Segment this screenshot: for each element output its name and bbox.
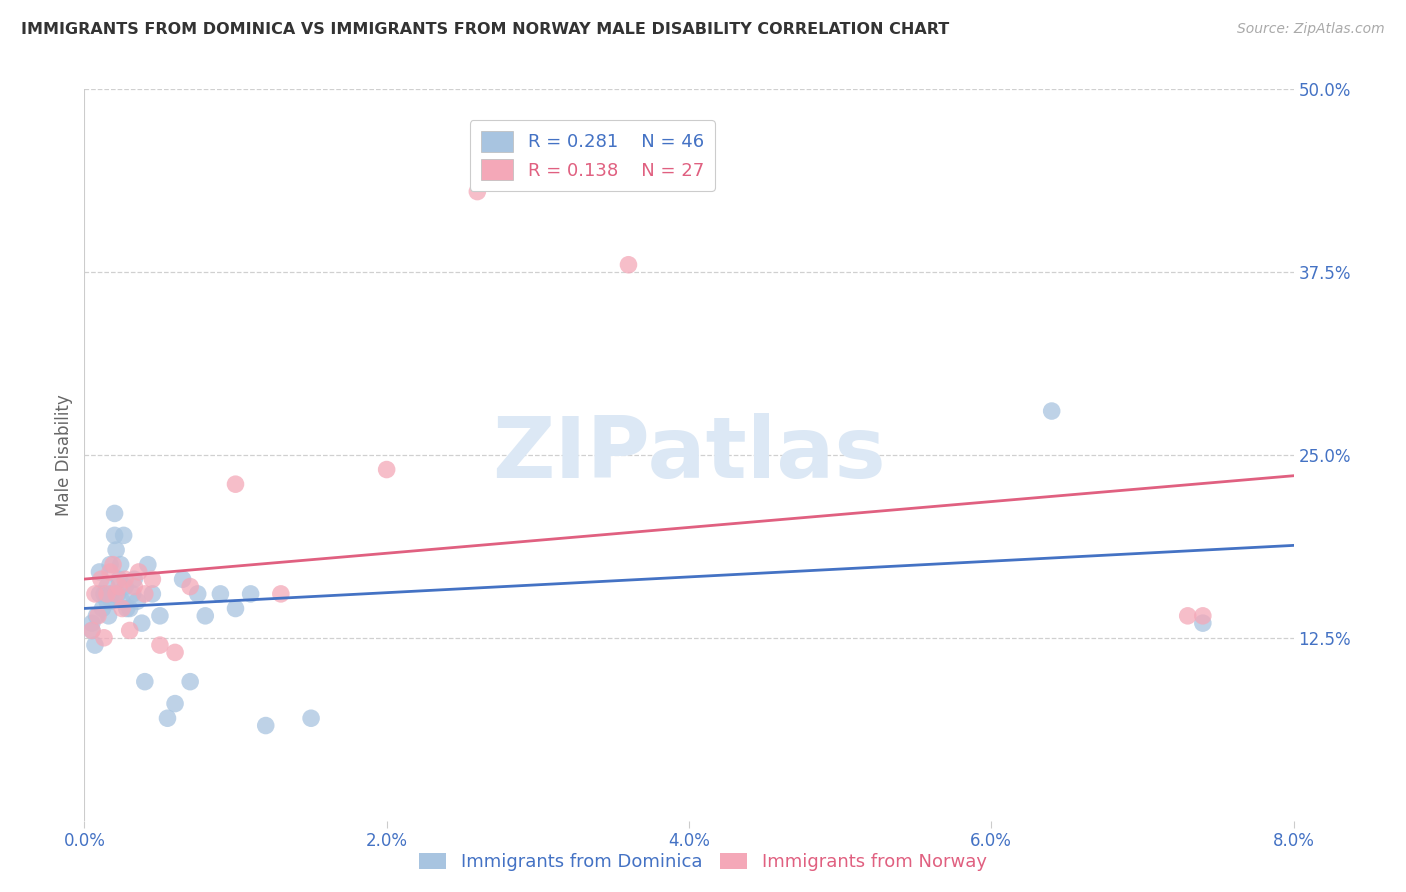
Point [1177,608,1199,623]
Point [108,580,131,594]
Point [93,587,115,601]
Point [104,507,127,521]
Point [134,587,156,601]
Point [86,608,108,623]
Legend: R = 0.281    N = 46, R = 0.138    N = 27: R = 0.281 N = 46, R = 0.138 N = 27 [470,120,714,191]
Point [100,587,122,601]
Text: Source: ZipAtlas.com: Source: ZipAtlas.com [1237,22,1385,37]
Point [114,572,136,586]
Point [98,558,121,572]
Point [89,587,111,601]
Point [136,558,159,572]
Point [239,587,262,601]
Point [179,674,201,689]
Point [128,565,150,579]
Point [118,624,141,638]
Text: ZIPatlas: ZIPatlas [492,413,886,497]
Point [84,587,107,601]
Point [1192,608,1215,623]
Point [172,572,194,586]
Point [194,608,217,623]
Point [91,601,114,615]
Point [96,580,118,594]
Point [149,638,172,652]
Point [187,587,209,601]
Point [80,616,103,631]
Point [87,608,110,623]
Point [121,587,143,601]
Point [254,718,277,732]
Y-axis label: Male Disability: Male Disability [55,394,73,516]
Point [104,528,127,542]
Point [149,608,172,623]
Point [209,587,232,601]
Point [105,587,128,601]
Point [156,711,179,725]
Point [299,711,322,725]
Point [141,587,163,601]
Point [107,587,129,601]
Point [111,601,134,615]
Point [134,674,156,689]
Point [110,558,132,572]
Point [98,565,121,579]
Point [131,616,153,631]
Point [225,477,247,491]
Point [467,185,489,199]
Point [118,601,141,615]
Point [141,572,163,586]
Point [80,624,103,638]
Point [165,697,187,711]
Point [101,558,124,572]
Point [1192,616,1215,631]
Point [270,587,292,601]
Point [90,572,112,586]
Point [108,572,131,586]
Point [1040,404,1063,418]
Legend: Immigrants from Dominica, Immigrants from Norway: Immigrants from Dominica, Immigrants fro… [412,846,994,879]
Point [375,462,398,476]
Point [105,543,128,558]
Point [96,594,118,608]
Point [112,528,135,542]
Point [96,587,118,601]
Point [111,594,134,608]
Point [80,624,103,638]
Point [225,601,247,615]
Point [179,580,201,594]
Point [165,645,187,659]
Point [97,608,120,623]
Point [93,631,115,645]
Point [115,601,138,615]
Point [84,638,107,652]
Point [122,580,145,594]
Point [89,565,111,579]
Point [114,580,136,594]
Point [127,594,149,608]
Text: IMMIGRANTS FROM DOMINICA VS IMMIGRANTS FROM NORWAY MALE DISABILITY CORRELATION C: IMMIGRANTS FROM DOMINICA VS IMMIGRANTS F… [21,22,949,37]
Point [617,258,640,272]
Point [122,572,145,586]
Point [100,594,122,608]
